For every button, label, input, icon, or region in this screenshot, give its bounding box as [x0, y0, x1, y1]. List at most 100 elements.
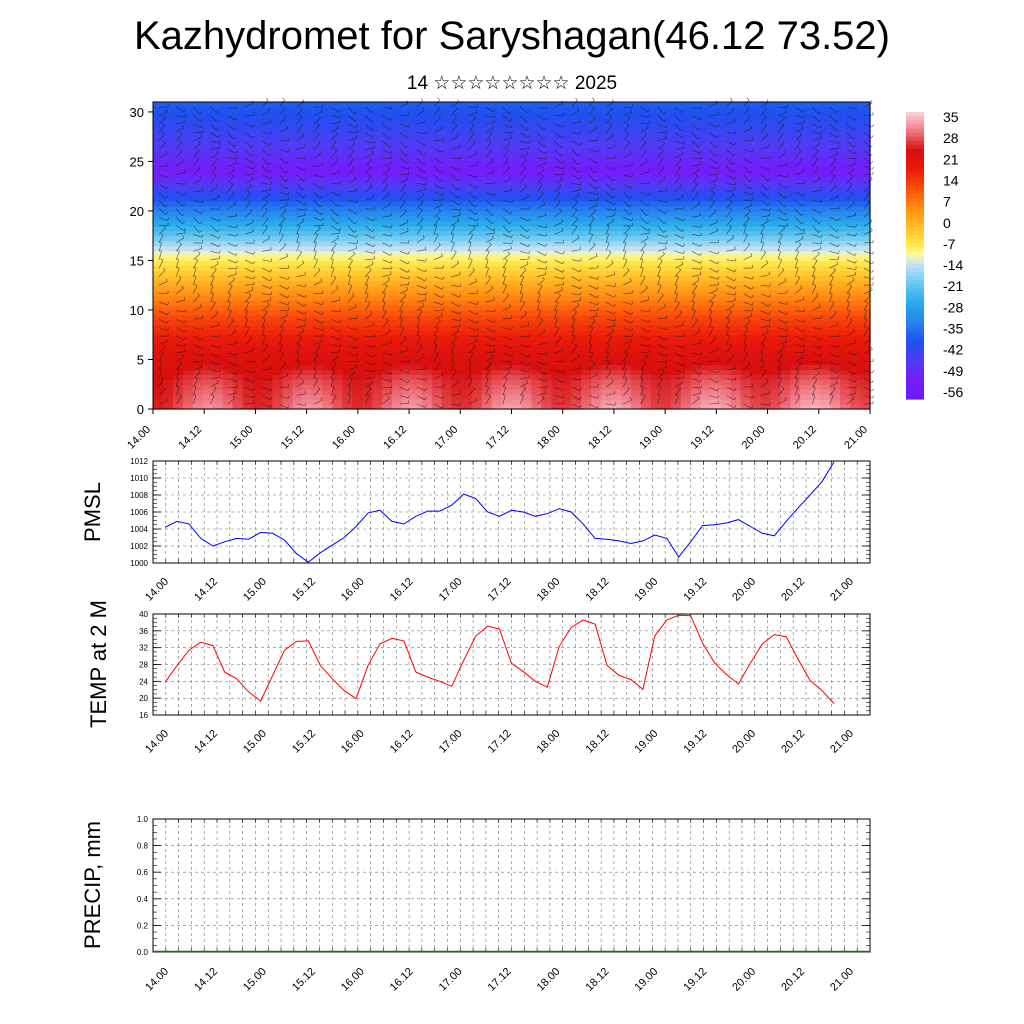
- heatmap-cell: [322, 225, 333, 232]
- heatmap-cell: [710, 384, 722, 390]
- heatmap-cell: [720, 339, 732, 346]
- wind-barb-shaft: [227, 140, 235, 148]
- wind-barb-shaft: [279, 403, 288, 409]
- heatmap-cell: [710, 314, 722, 321]
- heatmap-cell: [541, 205, 552, 212]
- heatmap-cell: [561, 210, 572, 217]
- heatmap-cell: [222, 215, 234, 222]
- wind-barb-tick: [252, 228, 254, 232]
- heatmap-cell: [730, 111, 742, 118]
- heatmap-cell: [531, 324, 542, 331]
- heatmap-cell: [153, 250, 164, 257]
- heatmap-cell: [302, 404, 313, 410]
- wind-barb-shaft: [193, 137, 202, 142]
- heatmap-cell: [342, 374, 353, 380]
- heatmap-cell: [770, 300, 781, 306]
- heatmap-cell: [491, 245, 503, 252]
- heatmap-cell: [820, 305, 831, 311]
- heatmap-cell: [192, 146, 204, 153]
- heatmap-cell: [262, 176, 274, 182]
- heatmap-cell: [153, 359, 164, 366]
- heatmap-cell: [282, 394, 294, 400]
- heatmap-cell: [372, 389, 383, 395]
- heatmap-cell: [601, 359, 612, 366]
- heatmap-cell: [571, 235, 582, 242]
- heatmap-cell: [372, 126, 383, 133]
- chart-subtitle: 14 ☆☆☆☆☆☆☆☆ 2025: [406, 73, 618, 94]
- heatmap-cell: [421, 260, 433, 266]
- heatmap-cell: [720, 285, 732, 291]
- heatmap-cell: [262, 399, 274, 405]
- heatmap-cell: [401, 280, 413, 286]
- heatmap-cell: [640, 136, 652, 143]
- heatmap-cell: [342, 250, 353, 257]
- heatmap-cell: [212, 215, 224, 222]
- heatmap-cell: [521, 176, 533, 182]
- heatmap-cell: [342, 305, 353, 311]
- heatmap-cell: [591, 102, 602, 108]
- heatmap-cell: [252, 116, 264, 123]
- heatmap-cell: [760, 275, 772, 281]
- heatmap-cell: [322, 265, 333, 271]
- heatmap-cell: [680, 379, 692, 385]
- heatmap-cell: [840, 354, 851, 361]
- heatmap-cell: [312, 196, 323, 202]
- wind-barb-shaft: [227, 369, 236, 375]
- heatmap-cell: [322, 329, 333, 336]
- heatmap-cell: [352, 280, 363, 286]
- wind-barb-shaft: [210, 234, 219, 239]
- heatmap-cell: [302, 384, 313, 390]
- heatmap-cell: [471, 285, 483, 291]
- heatmap-cell: [162, 225, 174, 232]
- heatmap-cell: [222, 275, 234, 281]
- heatmap-cell: [392, 181, 403, 187]
- heatmap-cell: [561, 141, 572, 148]
- heatmap-cell: [561, 280, 572, 286]
- heatmap-cell: [471, 300, 483, 306]
- heatmap-cell: [302, 394, 313, 400]
- heatmap-cell: [431, 171, 443, 177]
- heatmap-cell: [740, 260, 752, 266]
- heatmap-cell: [252, 250, 264, 257]
- heatmap-cell: [481, 106, 493, 113]
- heatmap-cell: [670, 121, 682, 128]
- heatmap-cell: [770, 210, 781, 217]
- heatmap-cell: [172, 121, 184, 128]
- heatmap-cell: [451, 265, 463, 271]
- wind-barb-tick: [163, 225, 166, 229]
- heatmap-cell: [392, 295, 403, 301]
- heatmap-cell: [242, 295, 254, 301]
- heatmap-cell: [650, 250, 662, 257]
- heatmap-cell: [332, 280, 343, 286]
- heatmap-cell: [392, 146, 403, 153]
- wind-barb-shaft: [227, 234, 237, 237]
- heatmap-cell: [202, 102, 214, 108]
- heatmap-cell: [770, 230, 781, 237]
- heatmap-cell: [601, 295, 612, 301]
- heatmap-cell: [461, 121, 473, 128]
- heatmap-cell: [272, 319, 284, 326]
- heatmap-cell: [740, 210, 752, 217]
- heatmap-cell: [810, 131, 821, 138]
- heatmap-cell: [272, 364, 284, 370]
- heatmap-cell: [690, 111, 702, 118]
- heatmap-cell: [631, 255, 642, 262]
- heatmap-cell: [850, 384, 861, 390]
- heatmap-cell: [730, 349, 742, 356]
- heatmap-cell: [561, 111, 572, 118]
- heatmap-cell: [531, 166, 542, 172]
- heatmap-cell: [521, 191, 533, 197]
- heatmap-cell: [153, 186, 164, 192]
- heatmap-cell: [820, 240, 831, 247]
- heatmap-cell: [312, 389, 323, 395]
- heatmap-cell: [162, 121, 174, 128]
- wind-barb-shaft: [261, 226, 268, 235]
- heatmap-cell: [511, 374, 523, 380]
- heatmap-cell: [202, 176, 214, 182]
- heatmap-cell: [212, 111, 224, 118]
- heatmap-cell: [282, 196, 294, 202]
- heatmap-cell: [631, 324, 642, 331]
- heatmap-cell: [252, 260, 264, 266]
- heatmap-cell: [830, 324, 841, 331]
- heatmap-cell: [262, 359, 274, 366]
